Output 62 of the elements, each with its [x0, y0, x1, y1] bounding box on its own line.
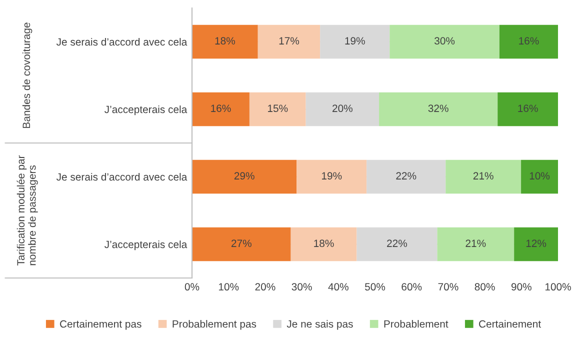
data-label: 29% — [234, 172, 254, 180]
data-label: 15% — [268, 104, 288, 112]
data-label: 16% — [211, 104, 231, 112]
data-label: 22% — [387, 240, 408, 248]
data-label: 19% — [322, 172, 342, 180]
legend-label: Probablement pas — [172, 320, 256, 330]
bar — [249, 92, 306, 126]
x-tick-label: 30% — [292, 283, 312, 291]
data-label: 10% — [530, 172, 550, 180]
x-tick-label: 50% — [364, 283, 386, 291]
bar — [306, 92, 380, 126]
bar — [379, 92, 498, 126]
data-label: 21% — [466, 240, 486, 248]
legend-label: Certainement — [479, 320, 541, 328]
data-label: 22% — [396, 172, 416, 180]
x-tick-label: 10% — [218, 283, 239, 291]
bar — [320, 24, 390, 59]
bar — [192, 160, 297, 194]
bar — [258, 24, 320, 59]
bar — [446, 160, 522, 194]
legend-label: Probablement — [384, 320, 448, 328]
bar — [514, 227, 558, 262]
text: Bandes de covoiturage — [22, 22, 32, 128]
legend-label: Certainement pas — [60, 320, 142, 330]
bar — [437, 227, 514, 262]
data-label: 18% — [215, 37, 235, 45]
data-label: 19% — [345, 37, 365, 45]
data-label: 32% — [428, 104, 448, 112]
y-tick-label: J’accepterais cela — [104, 240, 188, 250]
data-label: 16% — [518, 104, 538, 112]
data-label: 21% — [473, 172, 494, 180]
bar — [296, 160, 367, 194]
y-tick-label: J’accepterais cela — [104, 105, 188, 116]
x-tick-label: 0% — [184, 283, 200, 291]
legend-label: Je ne sais pas — [286, 320, 353, 330]
text: Tarification modulée par nombre de passagers — [16, 155, 38, 266]
x-tick-label: 80% — [474, 283, 495, 291]
data-label: 12% — [526, 240, 546, 248]
y-tick-label: Je serais d’accord avec cela — [56, 172, 188, 181]
bar — [499, 24, 558, 59]
bar — [192, 227, 291, 262]
x-tick-label: 70% — [438, 283, 458, 291]
data-label: 16% — [519, 37, 539, 45]
bar — [192, 24, 258, 59]
x-tick-label: 90% — [511, 283, 532, 291]
x-tick-label: 20% — [255, 283, 276, 291]
bar — [390, 24, 500, 59]
bar — [498, 92, 558, 126]
y-tick-label: Je serais d’accord avec cela — [56, 38, 188, 46]
data-label: 27% — [232, 240, 252, 248]
data-label: 17% — [279, 37, 300, 45]
data-label: 30% — [434, 37, 455, 45]
bar — [192, 92, 250, 126]
bar — [290, 227, 357, 262]
x-tick-label: 100% — [545, 283, 571, 291]
bar — [521, 160, 558, 194]
x-tick-label: 60% — [402, 283, 422, 291]
data-label: 20% — [332, 104, 352, 112]
data-label: 18% — [314, 240, 334, 248]
bar — [366, 160, 446, 194]
x-tick-label: 40% — [328, 283, 348, 291]
bar — [356, 227, 438, 262]
